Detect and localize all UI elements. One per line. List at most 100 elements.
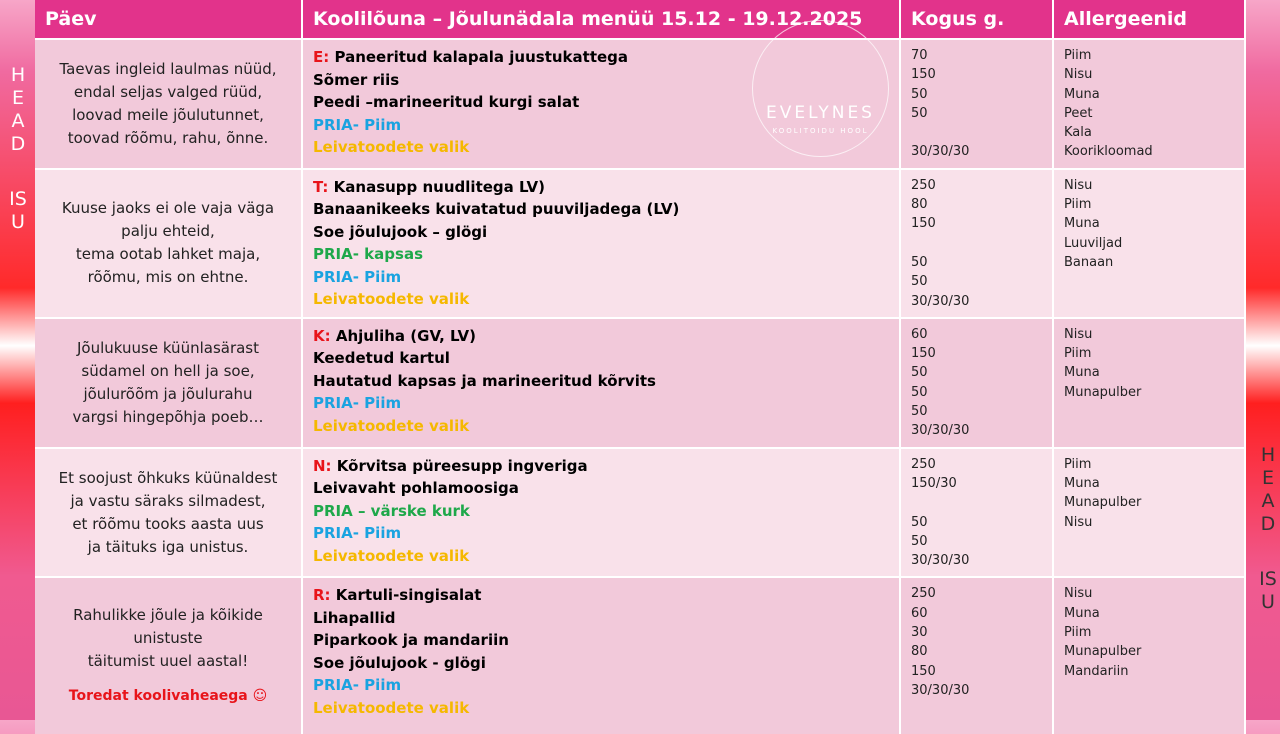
amount: 70 bbox=[911, 48, 928, 63]
amount: 80 bbox=[911, 644, 928, 660]
menu-item: Leivatoodete valik bbox=[313, 288, 889, 311]
menu-item: N: Kõrvitsa püreesupp ingveriga bbox=[313, 455, 889, 478]
menu-cell: T: Kanasupp nuudlitega LV) Banaanikeeks k… bbox=[302, 167, 901, 318]
allergen-cell: Nisu Piim Muna Munapulber bbox=[1053, 316, 1246, 448]
allergen: Nisu bbox=[1064, 586, 1093, 602]
allergen: Mandariin bbox=[1064, 663, 1129, 679]
poem-line: jõulurõõm ja jõulurahu bbox=[83, 384, 253, 403]
menu-text: Leivatoodete valik bbox=[313, 698, 470, 717]
day-letter: R: bbox=[313, 586, 331, 605]
amount: 150 bbox=[911, 663, 936, 679]
menu-item: Peedi –marineeritud kurgi salat bbox=[313, 91, 889, 114]
menu-table: Päev Koolilõuna – Jõulunädala menüü 15.12… bbox=[35, 0, 1246, 734]
amount: 50 bbox=[911, 254, 928, 270]
poem-cell: Taevas ingleid laulmas nüüd, endal seljas… bbox=[35, 38, 303, 169]
menu-text: PRIA- Piim bbox=[313, 394, 402, 413]
menu-item: PRIA- Piim bbox=[313, 266, 889, 289]
menu-item: PRIA- Piim bbox=[313, 522, 889, 545]
amount: 50 bbox=[911, 274, 928, 290]
poem-line: rõõmu, mis on ehtne. bbox=[87, 268, 249, 287]
amount-cell: 250 60 30 80 150 30/30/30 bbox=[900, 576, 1054, 734]
allergen: Munapulber bbox=[1064, 495, 1142, 511]
menu-text: Leivatoodete valik bbox=[313, 416, 470, 435]
table-row: Kuuse jaoks ei ole vaja väga palju ehteid… bbox=[35, 167, 1246, 318]
amount: 150 bbox=[911, 216, 936, 232]
menu-item: PRIA – värske kurk bbox=[313, 500, 889, 523]
amount: 50 bbox=[911, 533, 928, 549]
menu-cell: N: Kõrvitsa püreesupp ingveriga Leivavaht… bbox=[302, 446, 901, 578]
amount: 30 bbox=[911, 625, 928, 641]
menu-item: PRIA- Piim bbox=[313, 114, 889, 137]
logo: EVELYNES KOOLITOIDU HOOL bbox=[752, 20, 889, 157]
menu-text: Soe jõulujook – glögi bbox=[313, 222, 488, 241]
amount: 60 bbox=[911, 605, 928, 621]
menu-cell: R: Kartuli-singisalat Lihapallid Piparkook… bbox=[302, 576, 901, 734]
menu-text: Kõrvitsa püreesupp ingveriga bbox=[336, 456, 588, 475]
day-letter: T: bbox=[313, 177, 329, 196]
menu-item: PRIA- Piim bbox=[313, 392, 889, 415]
amount: 30/30/30 bbox=[911, 423, 970, 439]
menu-text: Leivatoodete valik bbox=[313, 138, 470, 156]
menu-item: Leivatoodete valik bbox=[313, 415, 889, 438]
amount-cell: 250 150/30 50 50 30/30/30 bbox=[900, 446, 1054, 578]
poem-line: ja vastu säraks silmadest, bbox=[70, 491, 266, 510]
allergen-cell: Nisu Muna Piim Munapulber Mandariin bbox=[1053, 576, 1246, 734]
amount: 250 bbox=[911, 586, 936, 602]
amount: 30/30/30 bbox=[911, 553, 970, 569]
menu-item: Leivatoodete valik bbox=[313, 136, 889, 159]
poem-line: Taevas ingleid laulmas nüüd, bbox=[59, 59, 277, 78]
menu-item: E: Paneeritud kalapala juustukattega bbox=[313, 46, 889, 69]
allergen-cell: Piim Nisu Muna Peet Kala Koorikloomad bbox=[1053, 38, 1246, 169]
amount: 50 bbox=[911, 514, 928, 530]
menu-item: PRIA- Piim bbox=[313, 674, 889, 697]
logo-tagline: KOOLITOIDU HOOL bbox=[772, 127, 869, 135]
allergen: Muna bbox=[1064, 216, 1100, 232]
menu-item: Hautatud kapsas ja marineeritud kõrvits bbox=[313, 370, 889, 393]
allergen: Munapulber bbox=[1064, 644, 1142, 660]
allergen: Piim bbox=[1064, 456, 1092, 472]
menu-item: Lihapallid bbox=[313, 607, 889, 630]
allergen: Muna bbox=[1064, 605, 1100, 621]
amount-gap bbox=[911, 493, 1042, 512]
poem-line: unistuste bbox=[133, 629, 203, 648]
side-word: HEAD bbox=[1260, 444, 1276, 535]
allergen: Koorikloomad bbox=[1064, 144, 1153, 160]
menu-text: PRIA – värske kurk bbox=[313, 501, 470, 520]
menu-text: Banaanikeeks kuivatatud puuviljadega (LV… bbox=[313, 200, 680, 219]
allergen: Piim bbox=[1064, 346, 1092, 362]
poem-line: Jõulukuuse küünlasärast bbox=[77, 338, 259, 357]
menu-item: Sõmer riis bbox=[313, 69, 889, 92]
menu-item: R: Kartuli-singisalat bbox=[313, 584, 889, 607]
allergen: Nisu bbox=[1064, 177, 1093, 193]
header-cell: Allergeenid bbox=[1053, 0, 1246, 39]
day-letter: E: bbox=[313, 48, 330, 66]
table-row: Rahulikke jõule ja kõikide unistuste täitu… bbox=[35, 576, 1246, 734]
amount: 50 bbox=[911, 384, 928, 400]
allergen: Nisu bbox=[1064, 514, 1093, 530]
poem-line: ja täituks iga unistus. bbox=[87, 537, 249, 556]
poem-line: täitumist uuel aastal! bbox=[87, 652, 249, 671]
amount: 150/30 bbox=[911, 475, 957, 491]
side-word: HEAD bbox=[10, 64, 26, 155]
day-letter: K: bbox=[313, 326, 331, 345]
side-left: HEAD ISU bbox=[8, 64, 28, 266]
allergen: Kala bbox=[1064, 125, 1092, 141]
menu-item: PRIA- kapsas bbox=[313, 243, 889, 266]
logo-name: EVELYNES bbox=[766, 103, 875, 123]
amount-cell: 60 150 50 50 50 30/30/30 bbox=[900, 316, 1054, 448]
allergen: Muna bbox=[1064, 86, 1100, 102]
allergen: Muna bbox=[1064, 475, 1100, 491]
menu-text: Paneeritud kalapala juustukattega bbox=[334, 48, 629, 66]
amount: 50 bbox=[911, 105, 928, 121]
amount: 150 bbox=[911, 346, 936, 362]
allergen: Nisu bbox=[1064, 67, 1093, 83]
poem-line: südamel on hell ja soe, bbox=[81, 361, 255, 380]
allergen: Piim bbox=[1064, 48, 1092, 63]
menu-text: PRIA- Piim bbox=[313, 115, 402, 134]
amount: 50 bbox=[911, 365, 928, 381]
poem-line: toovad rõõmu, rahu, õnne. bbox=[67, 128, 269, 147]
menu-item: Leivavaht pohlamoosiga bbox=[313, 477, 889, 500]
allergen: Piim bbox=[1064, 197, 1092, 213]
menu-text: Ahjuliha (GV, LV) bbox=[335, 326, 476, 345]
